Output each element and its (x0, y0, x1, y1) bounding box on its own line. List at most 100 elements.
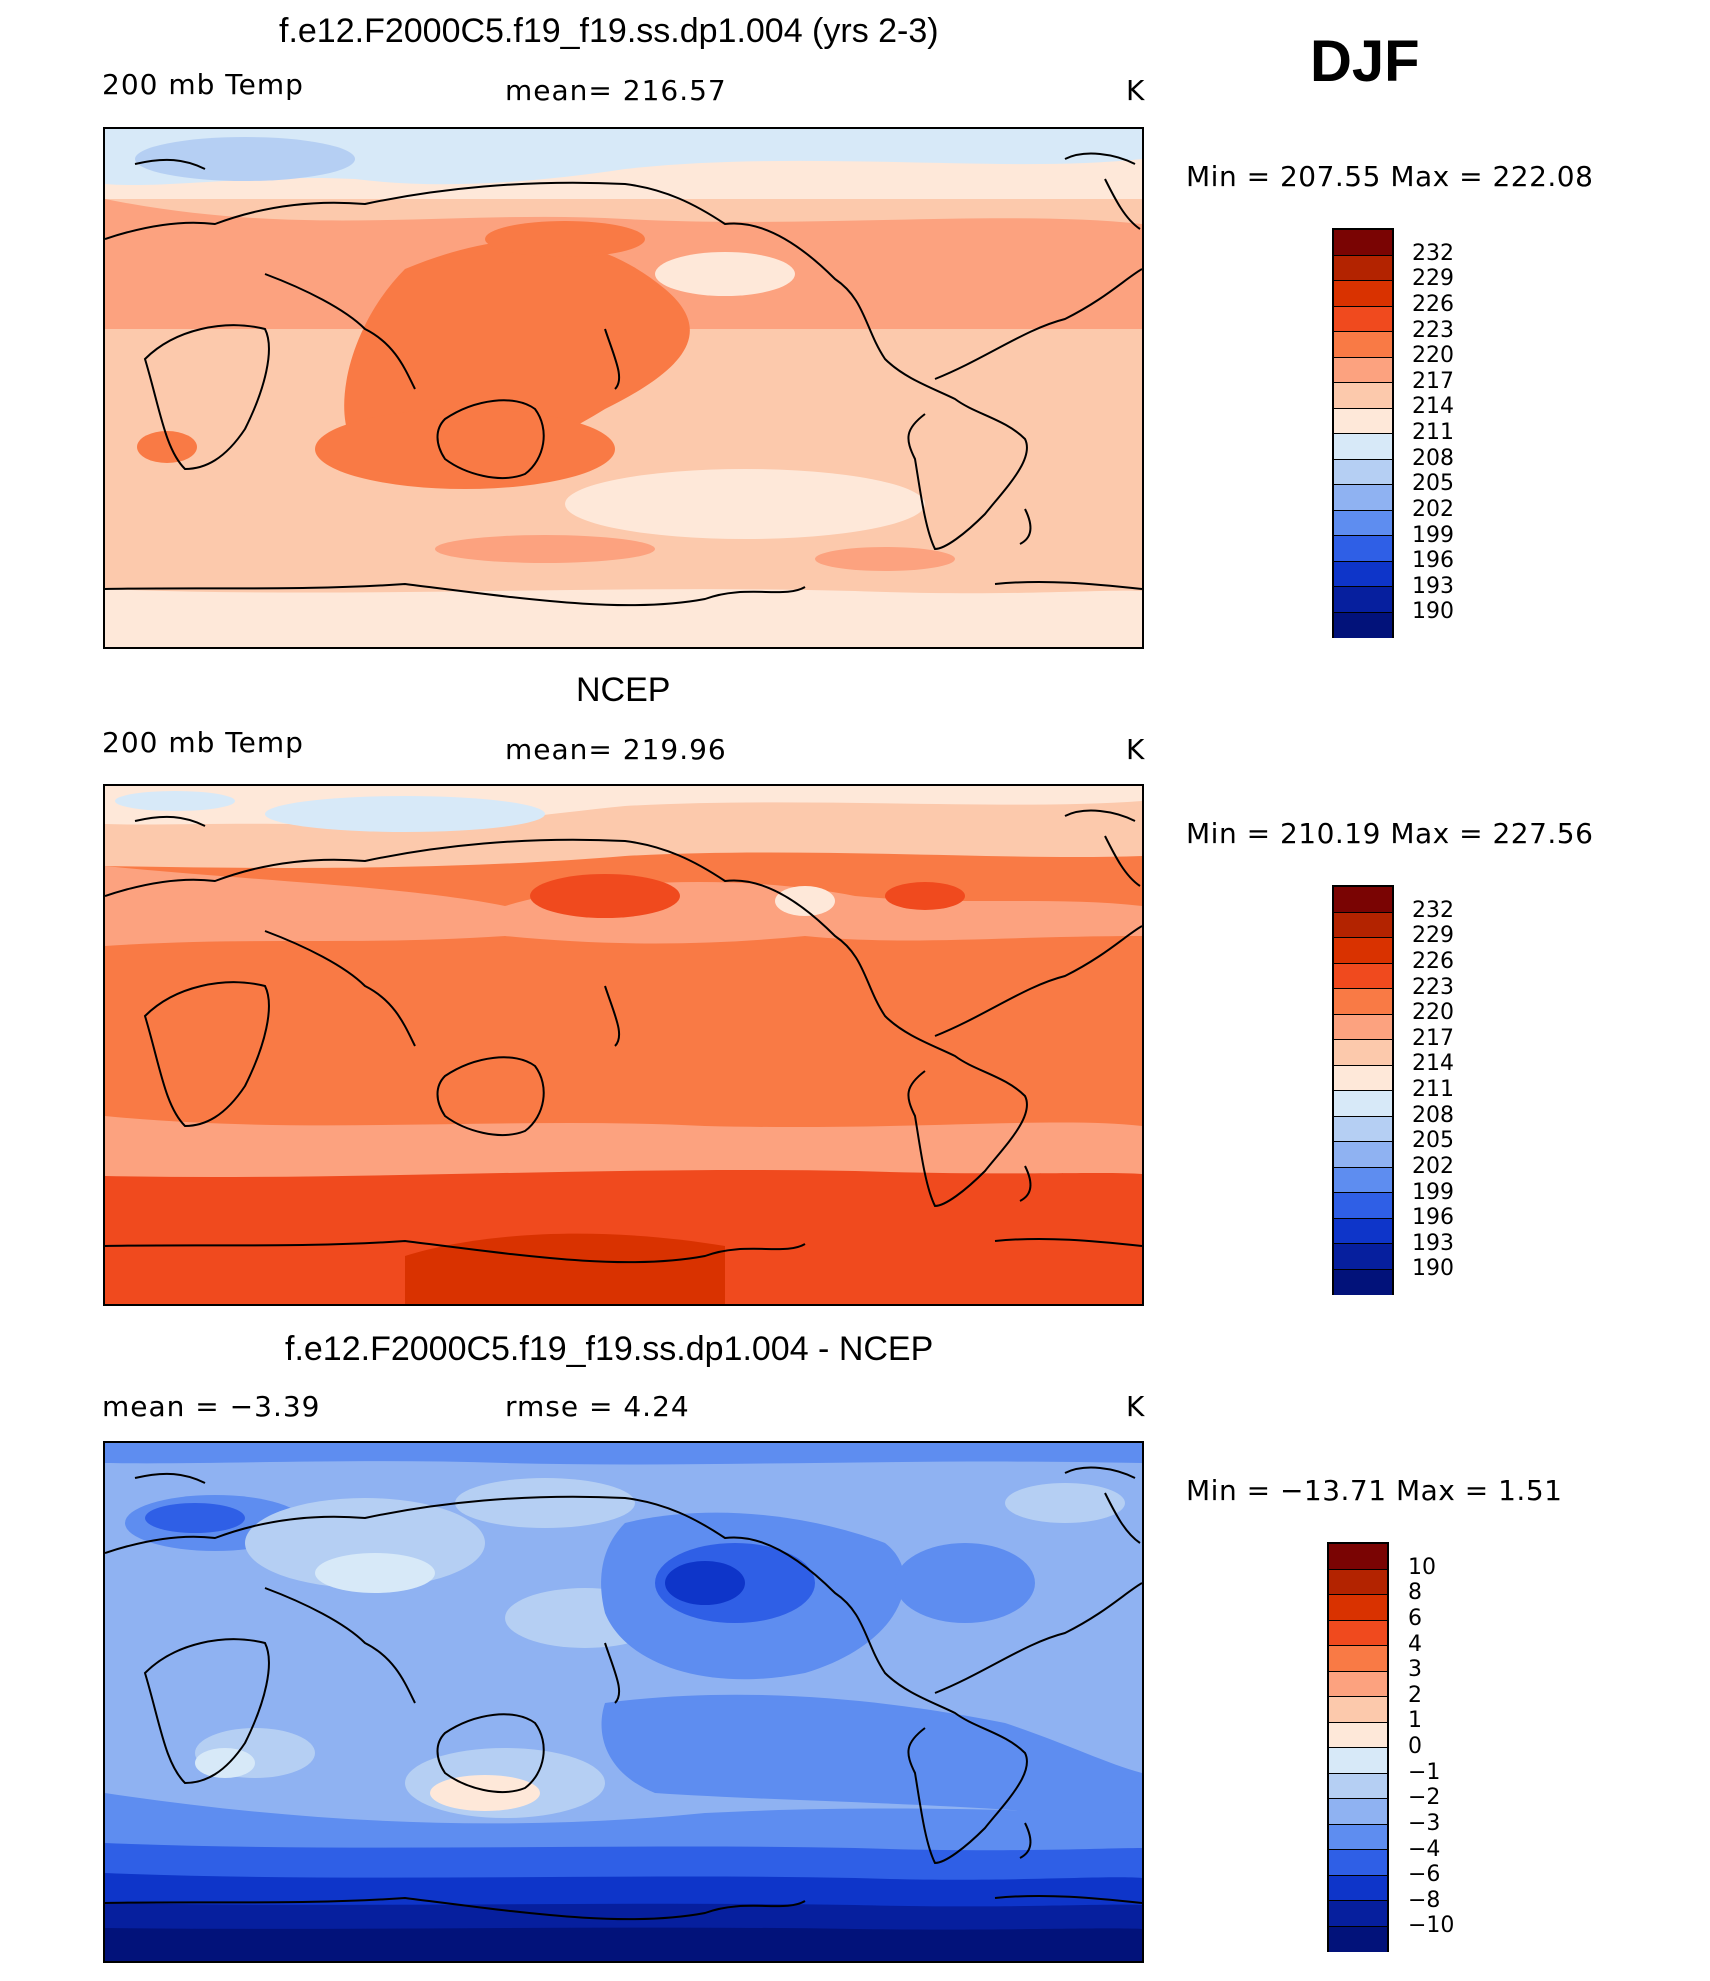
colorbar-segment (1334, 408, 1392, 434)
colorbar-tick-label: 199 (1412, 522, 1454, 548)
colorbar-segment (1334, 1244, 1392, 1270)
panel-1-colorbar-segments (1334, 230, 1392, 638)
colorbar-segment (1329, 1722, 1387, 1748)
panel-3-map (103, 1441, 1144, 1963)
panel-2-colorbar-segments (1334, 887, 1392, 1295)
panel-2-map-plot (105, 786, 1142, 1304)
panel-3-mean-label: mean = −3.39 (102, 1390, 321, 1423)
colorbar-tick-label: 190 (1412, 1256, 1454, 1282)
colorbar-segment (1334, 536, 1392, 562)
colorbar-tick-label: 3 (1408, 1657, 1422, 1683)
colorbar-segment (1334, 912, 1392, 938)
colorbar-segment (1329, 1671, 1387, 1697)
panel-2-mean-label: mean= 219.96 (505, 733, 727, 766)
colorbar-segment (1334, 1014, 1392, 1040)
colorbar-segment (1329, 1901, 1387, 1927)
colorbar-segment (1334, 938, 1392, 964)
colorbar-tick-label: 208 (1412, 1102, 1454, 1128)
panel-2-title: NCEP (576, 671, 671, 709)
panel-3-colorbar (1327, 1542, 1389, 1952)
panel-2-minmax: Min = 210.19 Max = 227.56 (1186, 817, 1594, 850)
colorbar-segment (1334, 963, 1392, 989)
colorbar-tick-label: 229 (1412, 266, 1454, 292)
colorbar-tick-label: −10 (1408, 1913, 1455, 1939)
colorbar-tick-label: 214 (1412, 394, 1454, 420)
colorbar-segment (1334, 230, 1392, 256)
colorbar-tick-label: 2 (1408, 1682, 1422, 1708)
colorbar-tick-label: 211 (1412, 1077, 1454, 1102)
panel-1-minmax: Min = 207.55 Max = 222.08 (1186, 160, 1594, 193)
colorbar-segment (1329, 1595, 1387, 1621)
colorbar-tick-label: 229 (1412, 923, 1454, 949)
panel-1-map-plot (105, 129, 1142, 647)
colorbar-segment (1334, 887, 1392, 913)
panel-2-variable-label: 200 mb Temp (102, 726, 304, 759)
colorbar-segment (1334, 332, 1392, 358)
panel-3-map-plot (105, 1443, 1142, 1961)
colorbar-segment (1329, 1646, 1387, 1672)
colorbar-segment (1334, 989, 1392, 1015)
panel-3-title: f.e12.F2000C5.f19_f19.ss.dp1.004 - NCEP (285, 1330, 934, 1368)
colorbar-segment (1334, 383, 1392, 409)
colorbar-tick-label: 232 (1412, 897, 1454, 923)
colorbar-tick-label: 217 (1412, 1025, 1454, 1051)
colorbar-segment (1329, 1773, 1387, 1799)
panel-2-unit-label: K (1126, 733, 1146, 766)
colorbar-tick-label: 223 (1412, 974, 1454, 1000)
colorbar-tick-label: 196 (1412, 1205, 1454, 1231)
colorbar-segment (1334, 1218, 1392, 1244)
colorbar-tick-label: −2 (1408, 1785, 1441, 1811)
panel-1-colorbar (1332, 228, 1394, 638)
panel-3-colorbar-segments (1329, 1544, 1387, 1952)
colorbar-segment (1329, 1748, 1387, 1774)
colorbar-segment (1334, 1142, 1392, 1168)
panel-1-variable-label: 200 mb Temp (102, 68, 304, 101)
colorbar-segment (1329, 1697, 1387, 1723)
panel-3-unit-label: K (1126, 1390, 1146, 1423)
panel-1-map (103, 127, 1144, 649)
colorbar-tick-label: −8 (1408, 1887, 1441, 1913)
colorbar-tick-label: 220 (1412, 343, 1454, 369)
colorbar-tick-label: 202 (1412, 496, 1454, 522)
colorbar-tick-label: 8 (1408, 1580, 1422, 1606)
colorbar-segment (1329, 1875, 1387, 1901)
colorbar-tick-label: 226 (1412, 291, 1454, 317)
colorbar-segment (1334, 485, 1392, 511)
colorbar-tick-label: −1 (1408, 1759, 1441, 1785)
colorbar-tick-label: 6 (1408, 1605, 1422, 1631)
colorbar-segment (1329, 1544, 1387, 1570)
colorbar-tick-label: 199 (1412, 1179, 1454, 1205)
colorbar-segment (1329, 1926, 1387, 1952)
colorbar-segment (1334, 1091, 1392, 1117)
colorbar-segment (1329, 1824, 1387, 1850)
colorbar-tick-label: 10 (1408, 1554, 1436, 1580)
colorbar-segment (1334, 255, 1392, 281)
colorbar-tick-label: −6 (1408, 1862, 1441, 1888)
colorbar-tick-label: 232 (1412, 240, 1454, 266)
colorbar-tick-label: 223 (1412, 317, 1454, 343)
colorbar-tick-label: 217 (1412, 368, 1454, 394)
colorbar-segment (1334, 1065, 1392, 1091)
colorbar-tick-label: 1 (1408, 1708, 1422, 1734)
colorbar-segment (1334, 459, 1392, 485)
colorbar-segment (1334, 561, 1392, 587)
colorbar-segment (1334, 306, 1392, 332)
colorbar-tick-label: 208 (1412, 445, 1454, 471)
colorbar-tick-label: −4 (1408, 1836, 1441, 1862)
colorbar-segment (1334, 587, 1392, 613)
season-label: DJF (1310, 29, 1420, 94)
colorbar-tick-label: −3 (1408, 1810, 1441, 1836)
colorbar-tick-label: 211 (1412, 420, 1454, 445)
panel-1-colorbar-labels: 232 229 226 223 220 217 214 211 208 205 202 199 196 1… (1412, 228, 1492, 638)
panel-3-minmax: Min = −13.71 Max = 1.51 (1186, 1474, 1563, 1507)
colorbar-segment (1334, 357, 1392, 383)
panel-2-colorbar (1332, 885, 1394, 1295)
colorbar-tick-label: 226 (1412, 948, 1454, 974)
colorbar-segment (1329, 1799, 1387, 1825)
colorbar-tick-label: 190 (1412, 599, 1454, 625)
panel-1-unit-label: K (1126, 74, 1146, 107)
colorbar-segment (1334, 434, 1392, 460)
colorbar-tick-label: 205 (1412, 1128, 1454, 1154)
colorbar-tick-label: 214 (1412, 1051, 1454, 1077)
colorbar-segment (1334, 612, 1392, 638)
